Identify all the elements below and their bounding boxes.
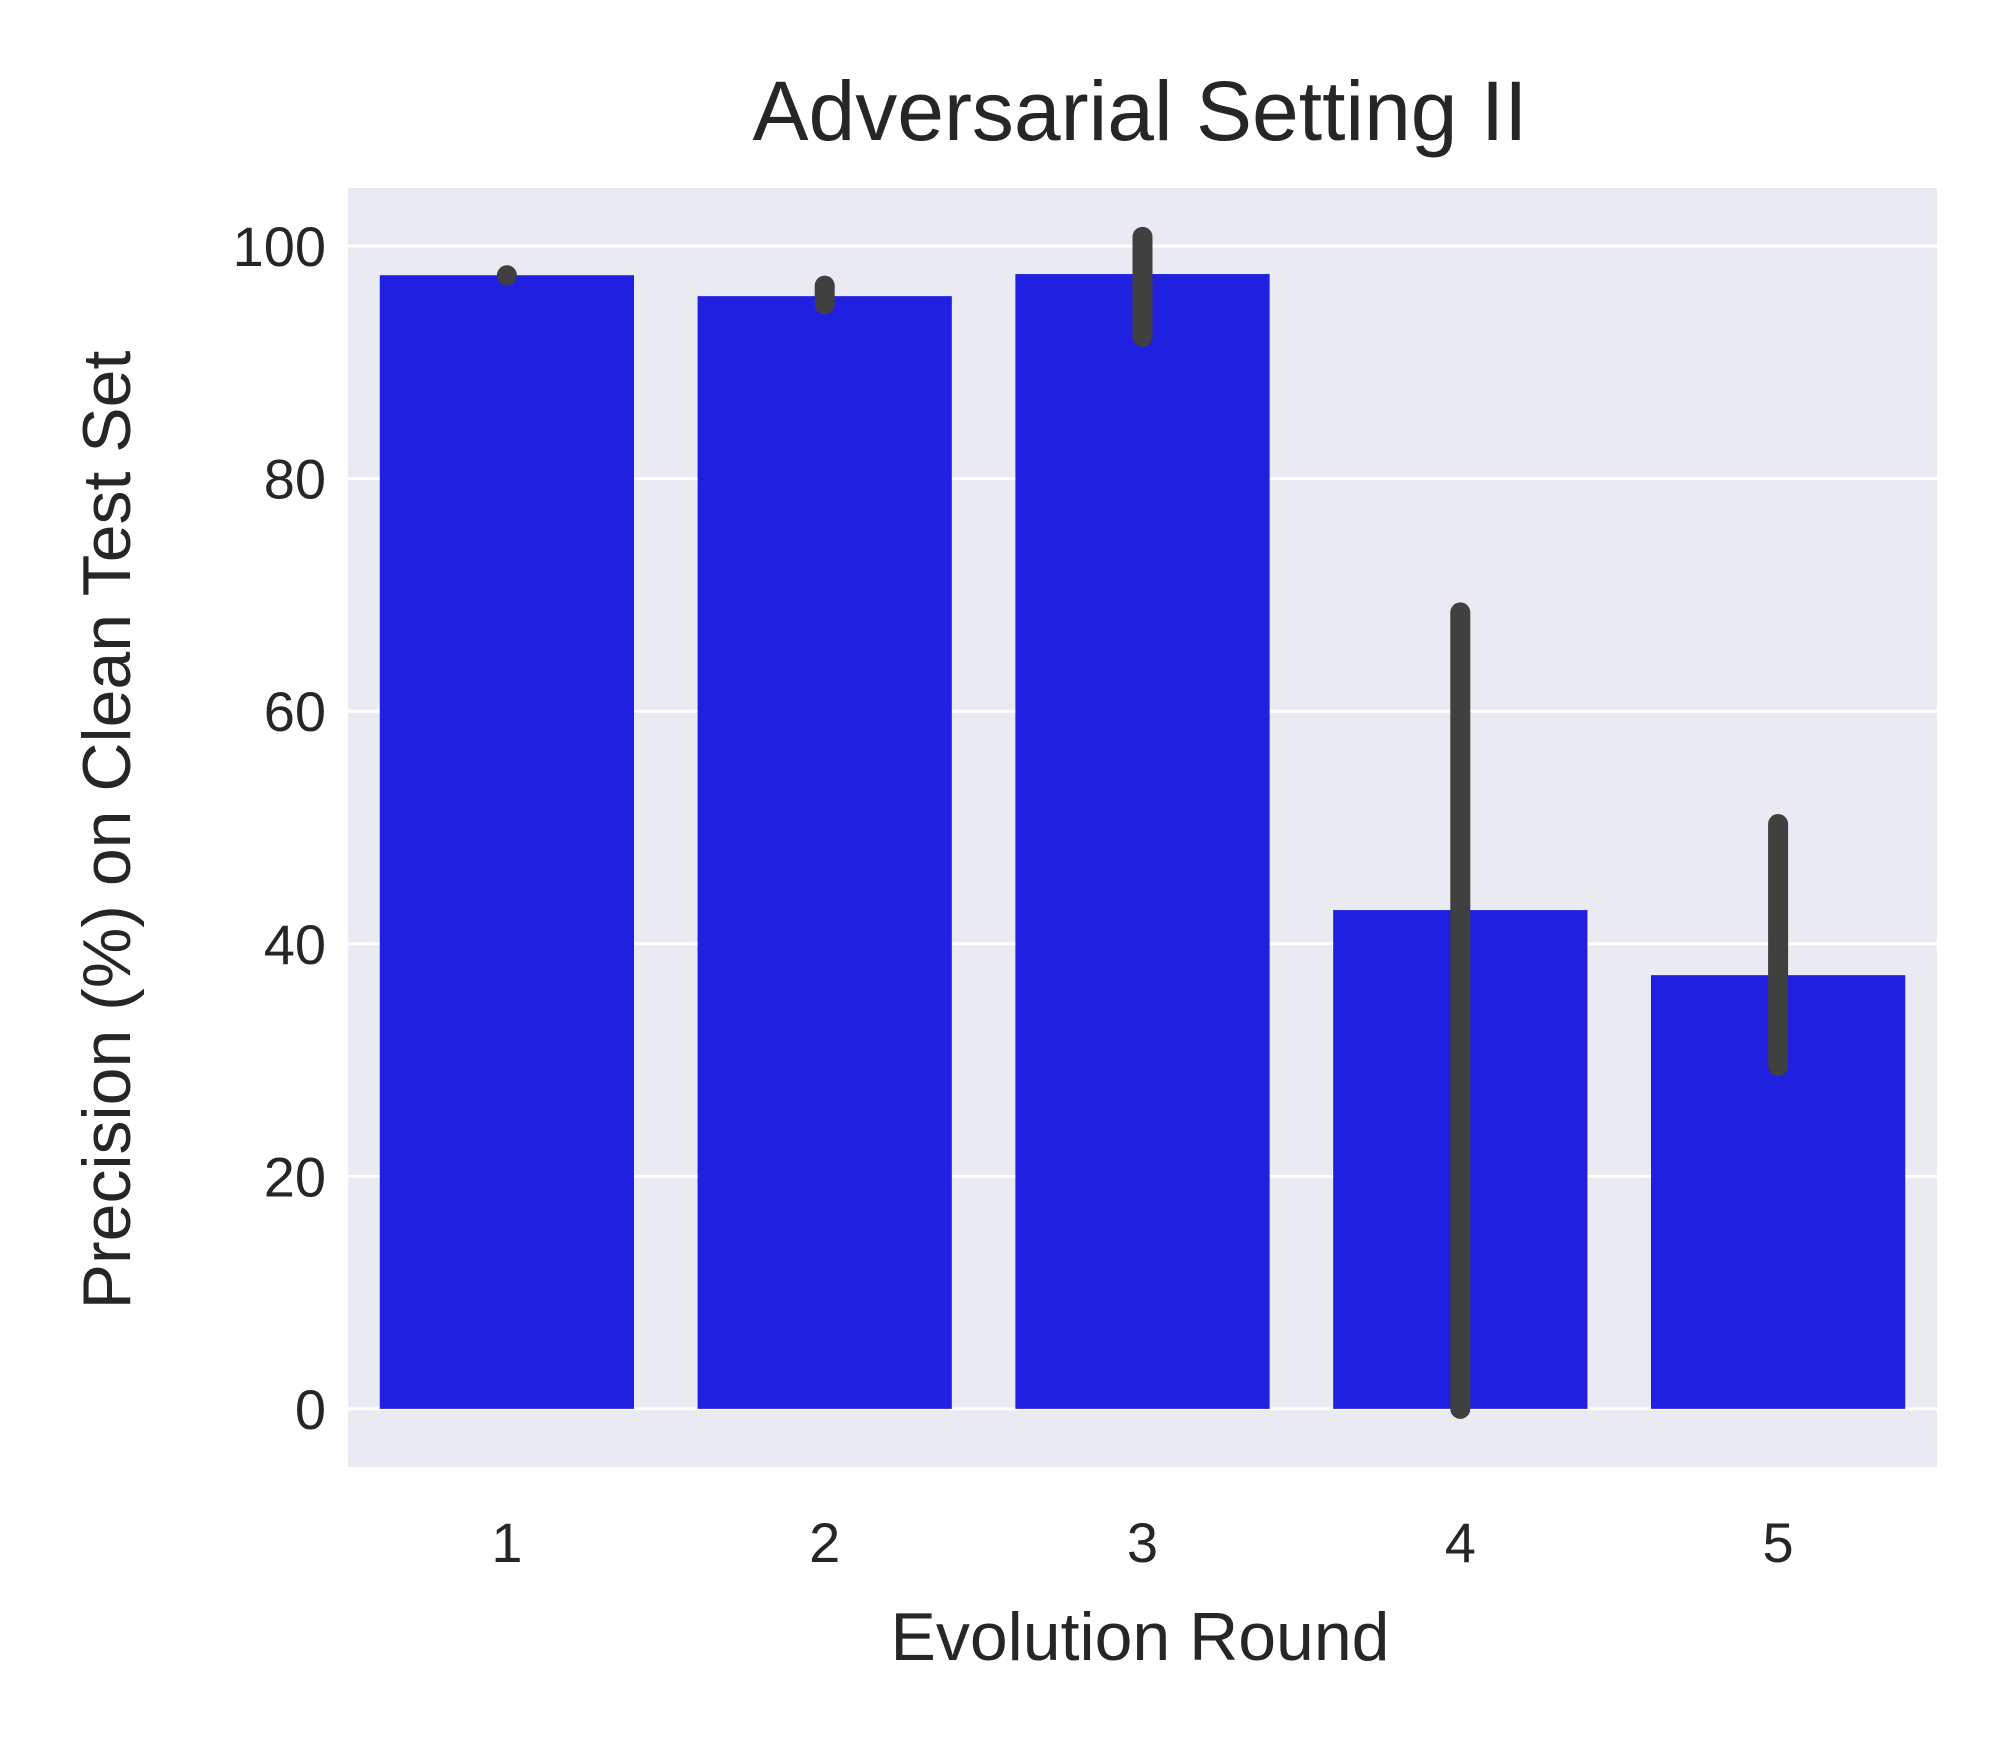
- x-tick-label: 2: [809, 1511, 840, 1574]
- x-tick-label: 1: [491, 1511, 522, 1574]
- chart-title: Adversarial Setting II: [752, 64, 1527, 158]
- y-tick-label: 40: [264, 913, 326, 976]
- bars: [379, 274, 1906, 1409]
- x-tick-labels: 1 2 3 4 5: [491, 1511, 1793, 1574]
- y-tick-label: 20: [264, 1145, 326, 1208]
- x-tick-label: 3: [1127, 1511, 1158, 1574]
- x-axis-label: Evolution Round: [890, 1599, 1389, 1675]
- bar: [1015, 274, 1270, 1409]
- x-tick-label: 4: [1445, 1511, 1476, 1574]
- y-tick-label: 100: [233, 215, 326, 278]
- bar: [379, 275, 635, 1409]
- y-tick-label: 0: [295, 1378, 326, 1441]
- y-axis-label: Precision (%) on Clean Test Set: [69, 351, 145, 1310]
- bar: [697, 296, 952, 1409]
- error-bars: [496, 226, 1789, 1419]
- y-tick-labels: 0 20 40 60 80 100: [233, 215, 326, 1441]
- y-tick-label: 80: [264, 448, 326, 511]
- y-tick-label: 60: [264, 680, 326, 743]
- x-tick-label: 5: [1763, 1511, 1794, 1574]
